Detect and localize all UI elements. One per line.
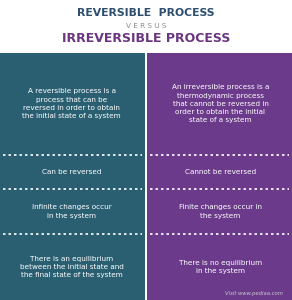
Text: An irreversible process is a
thermodynamic process
that cannot be reversed in
or: An irreversible process is a thermodynam… [172, 84, 269, 123]
Text: Visit www.pediaa.com: Visit www.pediaa.com [225, 290, 283, 296]
Text: Can be reversed: Can be reversed [42, 169, 101, 175]
Text: Infinite changes occur
in the system: Infinite changes occur in the system [32, 204, 112, 219]
Text: IRREVERSIBLE PROCESS: IRREVERSIBLE PROCESS [62, 32, 230, 45]
Text: A reversible process is a
process that can be
reversed in order to obtain
the in: A reversible process is a process that c… [22, 88, 121, 119]
Text: There is no equilibrium
in the system: There is no equilibrium in the system [179, 260, 262, 274]
Bar [0, 52, 145, 300]
Text: REVERSIBLE  PROCESS: REVERSIBLE PROCESS [77, 8, 215, 19]
Text: There is an equilibrium
between the initial state and
the final state of the sys: There is an equilibrium between the init… [20, 256, 124, 278]
Text: Finite changes occur in
the system: Finite changes occur in the system [179, 204, 262, 219]
Text: V E R S U S: V E R S U S [126, 22, 166, 28]
Bar [147, 52, 292, 300]
Text: Cannot be reversed: Cannot be reversed [185, 169, 256, 175]
